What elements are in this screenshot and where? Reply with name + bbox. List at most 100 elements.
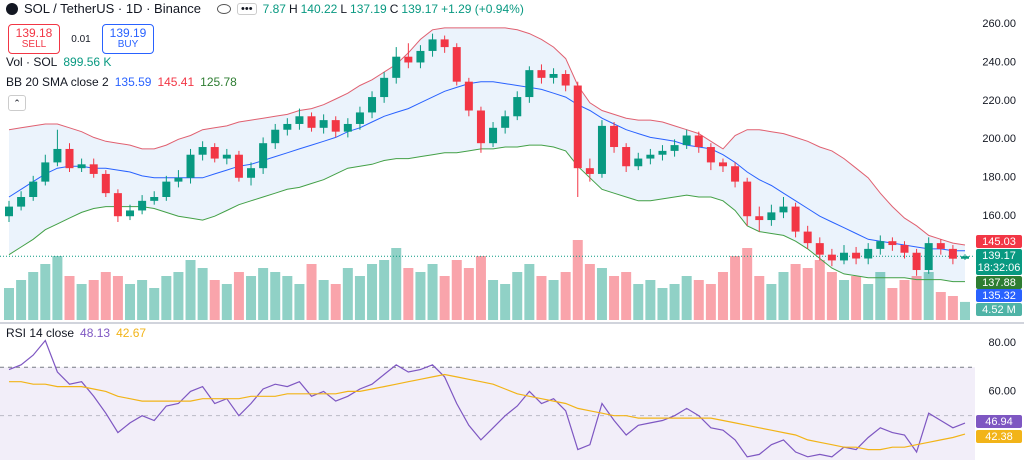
candle-body — [476, 110, 485, 144]
candle-body — [815, 243, 824, 255]
axis-tag-text: 42.38 — [985, 431, 1013, 443]
sell-label: SELL — [21, 39, 47, 50]
candle-body — [827, 254, 836, 261]
volume-bar — [246, 276, 257, 320]
volume-bar — [185, 260, 196, 320]
candle-body — [561, 73, 570, 86]
volume-bar — [572, 240, 583, 320]
ohlc-value: 137.19 — [350, 1, 387, 16]
volume-bar — [197, 268, 208, 320]
axis-tag — [976, 249, 1022, 275]
volume-bar — [342, 268, 353, 320]
title-row: SOL / TetherUS · 1D · Binance ••• 7.87 H 1… — [6, 1, 524, 16]
volume-bar — [282, 276, 293, 320]
candle-body — [452, 47, 461, 82]
candle-body — [525, 70, 534, 98]
y-tick-label: 180.00 — [982, 172, 1016, 184]
axis-tag-sub: 18:32:06 — [978, 262, 1021, 274]
axis-tag-text: 135.32 — [982, 290, 1016, 302]
volume-bar — [584, 264, 595, 320]
candle-body — [198, 147, 207, 155]
legend-label: Vol · SOL — [6, 55, 58, 69]
volume-bar — [367, 264, 378, 320]
eye-icon[interactable] — [217, 3, 232, 14]
volume-bar — [233, 272, 244, 320]
volume-bar — [524, 264, 535, 320]
volume-bar — [887, 288, 898, 320]
axis-tag — [976, 303, 1022, 316]
rsi-band — [0, 367, 975, 460]
buy-button[interactable]: 139.19 BUY — [102, 24, 154, 54]
more-icon[interactable]: ••• — [237, 2, 257, 15]
candle-body — [53, 148, 62, 163]
volume-bar — [88, 280, 99, 320]
y-tick-label: 260.00 — [982, 18, 1016, 30]
candle-body — [924, 243, 933, 271]
candle-body — [888, 241, 897, 246]
volume-bar — [621, 272, 632, 320]
volume-bar — [112, 276, 123, 320]
candle-body — [17, 196, 26, 207]
collapse-button[interactable]: ⌃ — [8, 95, 26, 111]
candle-body — [718, 162, 727, 167]
volume-bar — [851, 276, 862, 320]
candle-body — [5, 206, 13, 217]
volume-bar — [294, 284, 305, 320]
sell-button[interactable]: 139.18 SELL — [8, 24, 60, 54]
volume-bar — [669, 284, 680, 320]
volume-bar — [705, 284, 716, 320]
volume-bar — [28, 272, 39, 320]
volume-bar — [318, 280, 329, 320]
ohlc-value: +1.29 (+0.94%) — [441, 1, 524, 16]
candle-body — [210, 147, 219, 159]
volume-bar — [766, 284, 777, 320]
candle-body — [368, 97, 377, 113]
rsi-tick-label: 80.00 — [988, 337, 1016, 349]
ohlc-value: 140.22 — [300, 1, 338, 16]
volume-bar — [161, 276, 172, 320]
candle-body — [537, 70, 546, 78]
candle-body — [319, 120, 328, 128]
candle-body — [295, 116, 304, 124]
ohlc-value: 139.17 — [401, 1, 439, 16]
candle-body — [101, 173, 110, 194]
volume-bar — [717, 272, 728, 320]
rsi-pane — [0, 339, 975, 460]
candle-body — [174, 177, 183, 182]
volume-bar — [40, 264, 51, 320]
candle-body — [597, 125, 606, 174]
volume-bar — [923, 272, 934, 320]
legend-value: 899.56 K — [63, 55, 112, 69]
candle-body — [610, 125, 619, 148]
bb-line — [8, 81, 965, 252]
candle-body — [489, 127, 498, 144]
candle-body — [416, 50, 425, 63]
volume-bar — [681, 276, 692, 320]
candle-body — [549, 73, 558, 78]
candle-body — [126, 210, 135, 217]
axis-tag — [976, 276, 1022, 289]
candle-body — [743, 181, 752, 217]
trade-row: 139.18 SELL 0.01 139.19 BUY — [6, 24, 154, 54]
candle-body — [961, 256, 969, 259]
candle-body — [682, 135, 691, 146]
volume-bar — [209, 280, 220, 320]
rsi-line — [8, 339, 966, 458]
candle-body — [779, 206, 788, 213]
candle-body — [936, 243, 945, 249]
volume-bar — [609, 276, 620, 320]
volume-bar — [560, 272, 571, 320]
candle-body — [113, 193, 122, 217]
y-tick-label: 220.00 — [982, 95, 1016, 107]
volume-bar — [354, 276, 365, 320]
volume-bar — [960, 301, 970, 320]
candle-body — [404, 56, 413, 63]
volume-bar — [488, 280, 499, 320]
candle-body — [259, 143, 268, 169]
ohlc-label: L — [340, 1, 348, 16]
symbol[interactable]: SOL / TetherUS · 1D · Binance — [24, 1, 202, 16]
volume-bar — [536, 276, 547, 320]
candle-body — [731, 166, 740, 182]
candle-body — [331, 120, 340, 132]
bb-line — [8, 27, 966, 246]
